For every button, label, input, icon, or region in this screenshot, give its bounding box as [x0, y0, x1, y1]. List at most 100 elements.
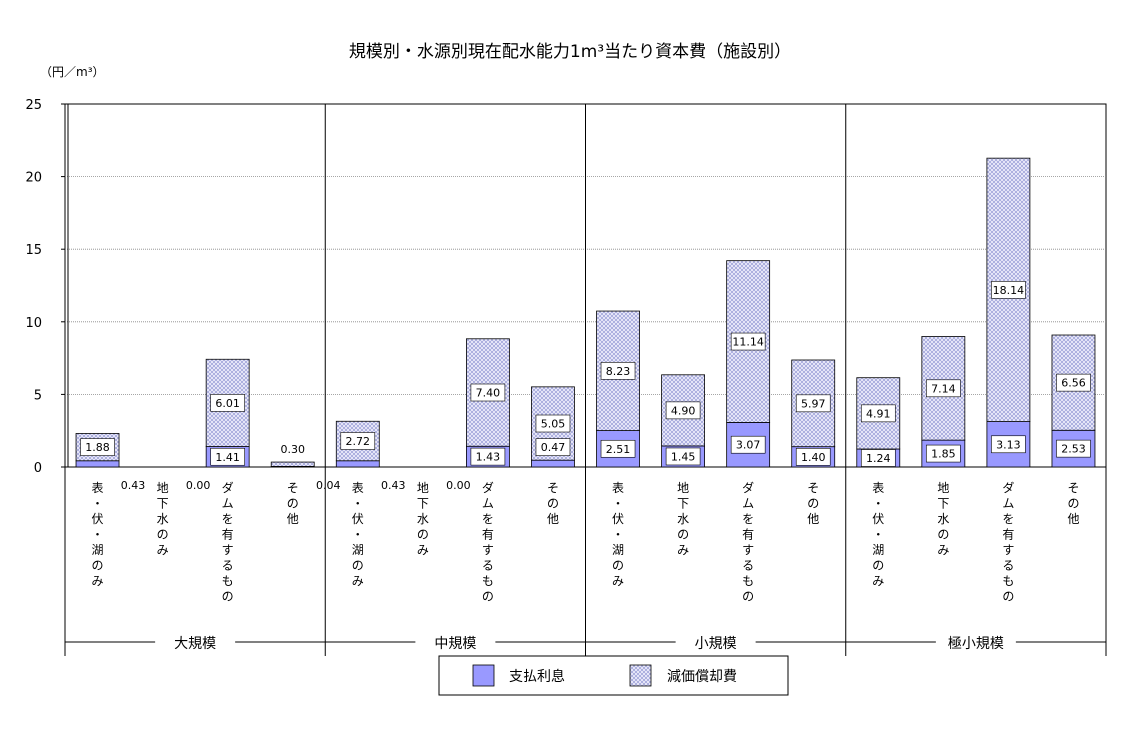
group-label: 極小規模 — [948, 636, 1004, 652]
category-label-char: 水 — [157, 512, 169, 526]
category-label-char: を — [1002, 512, 1014, 526]
value-label-interest: 1.41 — [215, 451, 240, 464]
value-label-interest-box — [665, 447, 701, 466]
value-label-interest: 1.85 — [931, 448, 956, 461]
chart-title: 規模別・水源別現在配水能力1m³当たり資本費（施設別） — [349, 42, 791, 62]
value-label-interest: 3.07 — [736, 439, 761, 452]
value-label-interest-box — [926, 444, 961, 463]
group-label: 中規模 — [434, 636, 476, 652]
category-label-char: 地 — [677, 481, 689, 495]
category-label-char: の — [1067, 497, 1079, 511]
group-label: 小規模 — [695, 636, 737, 652]
category-label-char: の — [222, 590, 234, 604]
category-label-char: 有 — [742, 528, 754, 542]
value-label-depreciation: 8.23 — [606, 365, 631, 378]
category-label-char: 地 — [937, 481, 949, 495]
category-label-char: ム — [482, 497, 494, 511]
value-label-depreciation-box — [730, 332, 766, 351]
category-label-char: み — [352, 574, 364, 588]
value-label-interest-box — [795, 448, 831, 466]
value-label-interest-box — [210, 447, 245, 466]
value-label-interest: 0.43 — [121, 479, 146, 492]
category-label-char: る — [482, 559, 494, 573]
category-label-char: 表 — [612, 481, 624, 495]
category-label-char: の — [287, 497, 299, 511]
category-label-char: 他 — [807, 512, 819, 526]
category-label-char: ・ — [872, 528, 884, 542]
category-label-char: 地 — [157, 481, 169, 495]
value-label-depreciation: 6.01 — [215, 397, 240, 410]
category-label-char: ム — [742, 497, 754, 511]
category-label-char: す — [1002, 543, 1014, 557]
y-tick-label: 20 — [25, 171, 42, 186]
legend-swatch-depreciation — [629, 664, 652, 687]
category-label-char: の — [807, 497, 819, 511]
category-label-char: ・ — [352, 497, 364, 511]
value-label-depreciation-box — [470, 383, 506, 402]
category-label-char: 伏 — [352, 512, 364, 526]
category-label-char: の — [92, 559, 104, 573]
legend-box — [438, 655, 789, 696]
category-label-char: の — [157, 528, 169, 542]
category-label-char: そ — [287, 481, 299, 495]
value-label-interest-box — [470, 447, 506, 466]
category-label-char: も — [482, 574, 494, 588]
value-label-depreciation: 4.91 — [866, 407, 891, 420]
category-label-char: ・ — [92, 528, 104, 542]
value-label-depreciation-box — [80, 438, 115, 456]
category-label-char: る — [222, 559, 234, 573]
legend-label-depreciation: 減価償却費 — [667, 668, 737, 685]
value-label-depreciation: 4.90 — [671, 404, 696, 417]
category-label-char: 湖 — [872, 542, 884, 557]
category-label-char: ム — [1002, 497, 1014, 511]
category-label-char: そ — [1067, 481, 1079, 495]
value-label-interest: 0.00 — [446, 479, 471, 492]
category-label-char: 表 — [352, 481, 364, 495]
y-tick-label: 15 — [25, 243, 42, 258]
value-label-depreciation-box — [860, 404, 896, 423]
category-label-char: の — [677, 528, 689, 542]
value-label-interest-box — [600, 439, 636, 458]
category-label-char: ・ — [352, 528, 364, 542]
category-label-char: を — [482, 512, 494, 526]
category-label-char: 伏 — [872, 512, 884, 526]
category-label-char: 下 — [157, 497, 169, 511]
value-label-interest-box — [1056, 439, 1091, 458]
category-label-char: み — [872, 574, 884, 588]
category-label-char: 下 — [937, 497, 949, 511]
category-label-char: の — [1002, 590, 1014, 604]
category-label-char: の — [872, 559, 884, 573]
y-tick-label: 5 — [34, 388, 42, 403]
value-label-depreciation-box — [1056, 373, 1091, 392]
value-label-interest: 3.13 — [996, 438, 1021, 451]
value-label-interest: 0.04 — [316, 479, 341, 492]
category-label-char: 有 — [482, 528, 494, 542]
category-label-char: 他 — [1067, 512, 1079, 526]
value-label-depreciation: 6.56 — [1061, 377, 1086, 390]
category-label-char: み — [937, 543, 949, 557]
value-label-depreciation-box — [535, 414, 571, 433]
category-label-char: 他 — [547, 512, 559, 526]
category-label-char: ダ — [1002, 480, 1014, 495]
category-label-char: 下 — [417, 497, 429, 511]
value-label-interest: 0.00 — [186, 479, 211, 492]
value-label-depreciation: 5.97 — [801, 397, 826, 410]
value-label-interest: 1.40 — [801, 451, 826, 464]
value-label-depreciation-box — [210, 394, 245, 412]
value-label-depreciation-box — [795, 394, 831, 413]
value-label-depreciation-box — [926, 379, 961, 398]
value-label-interest: 0.43 — [381, 479, 406, 492]
y-axis-unit: （円／m³） — [40, 65, 105, 79]
bar-interest — [335, 460, 380, 468]
category-label-char: 湖 — [612, 542, 624, 557]
category-label-char: そ — [547, 481, 559, 495]
category-label-char: 湖 — [92, 542, 104, 557]
category-label-char: ム — [222, 497, 234, 511]
category-label-char: す — [482, 543, 494, 557]
y-tick-label: 10 — [25, 316, 42, 331]
value-label-depreciation: 7.14 — [931, 382, 956, 395]
category-label-char: 有 — [1002, 528, 1014, 542]
category-label-char: 伏 — [612, 512, 624, 526]
